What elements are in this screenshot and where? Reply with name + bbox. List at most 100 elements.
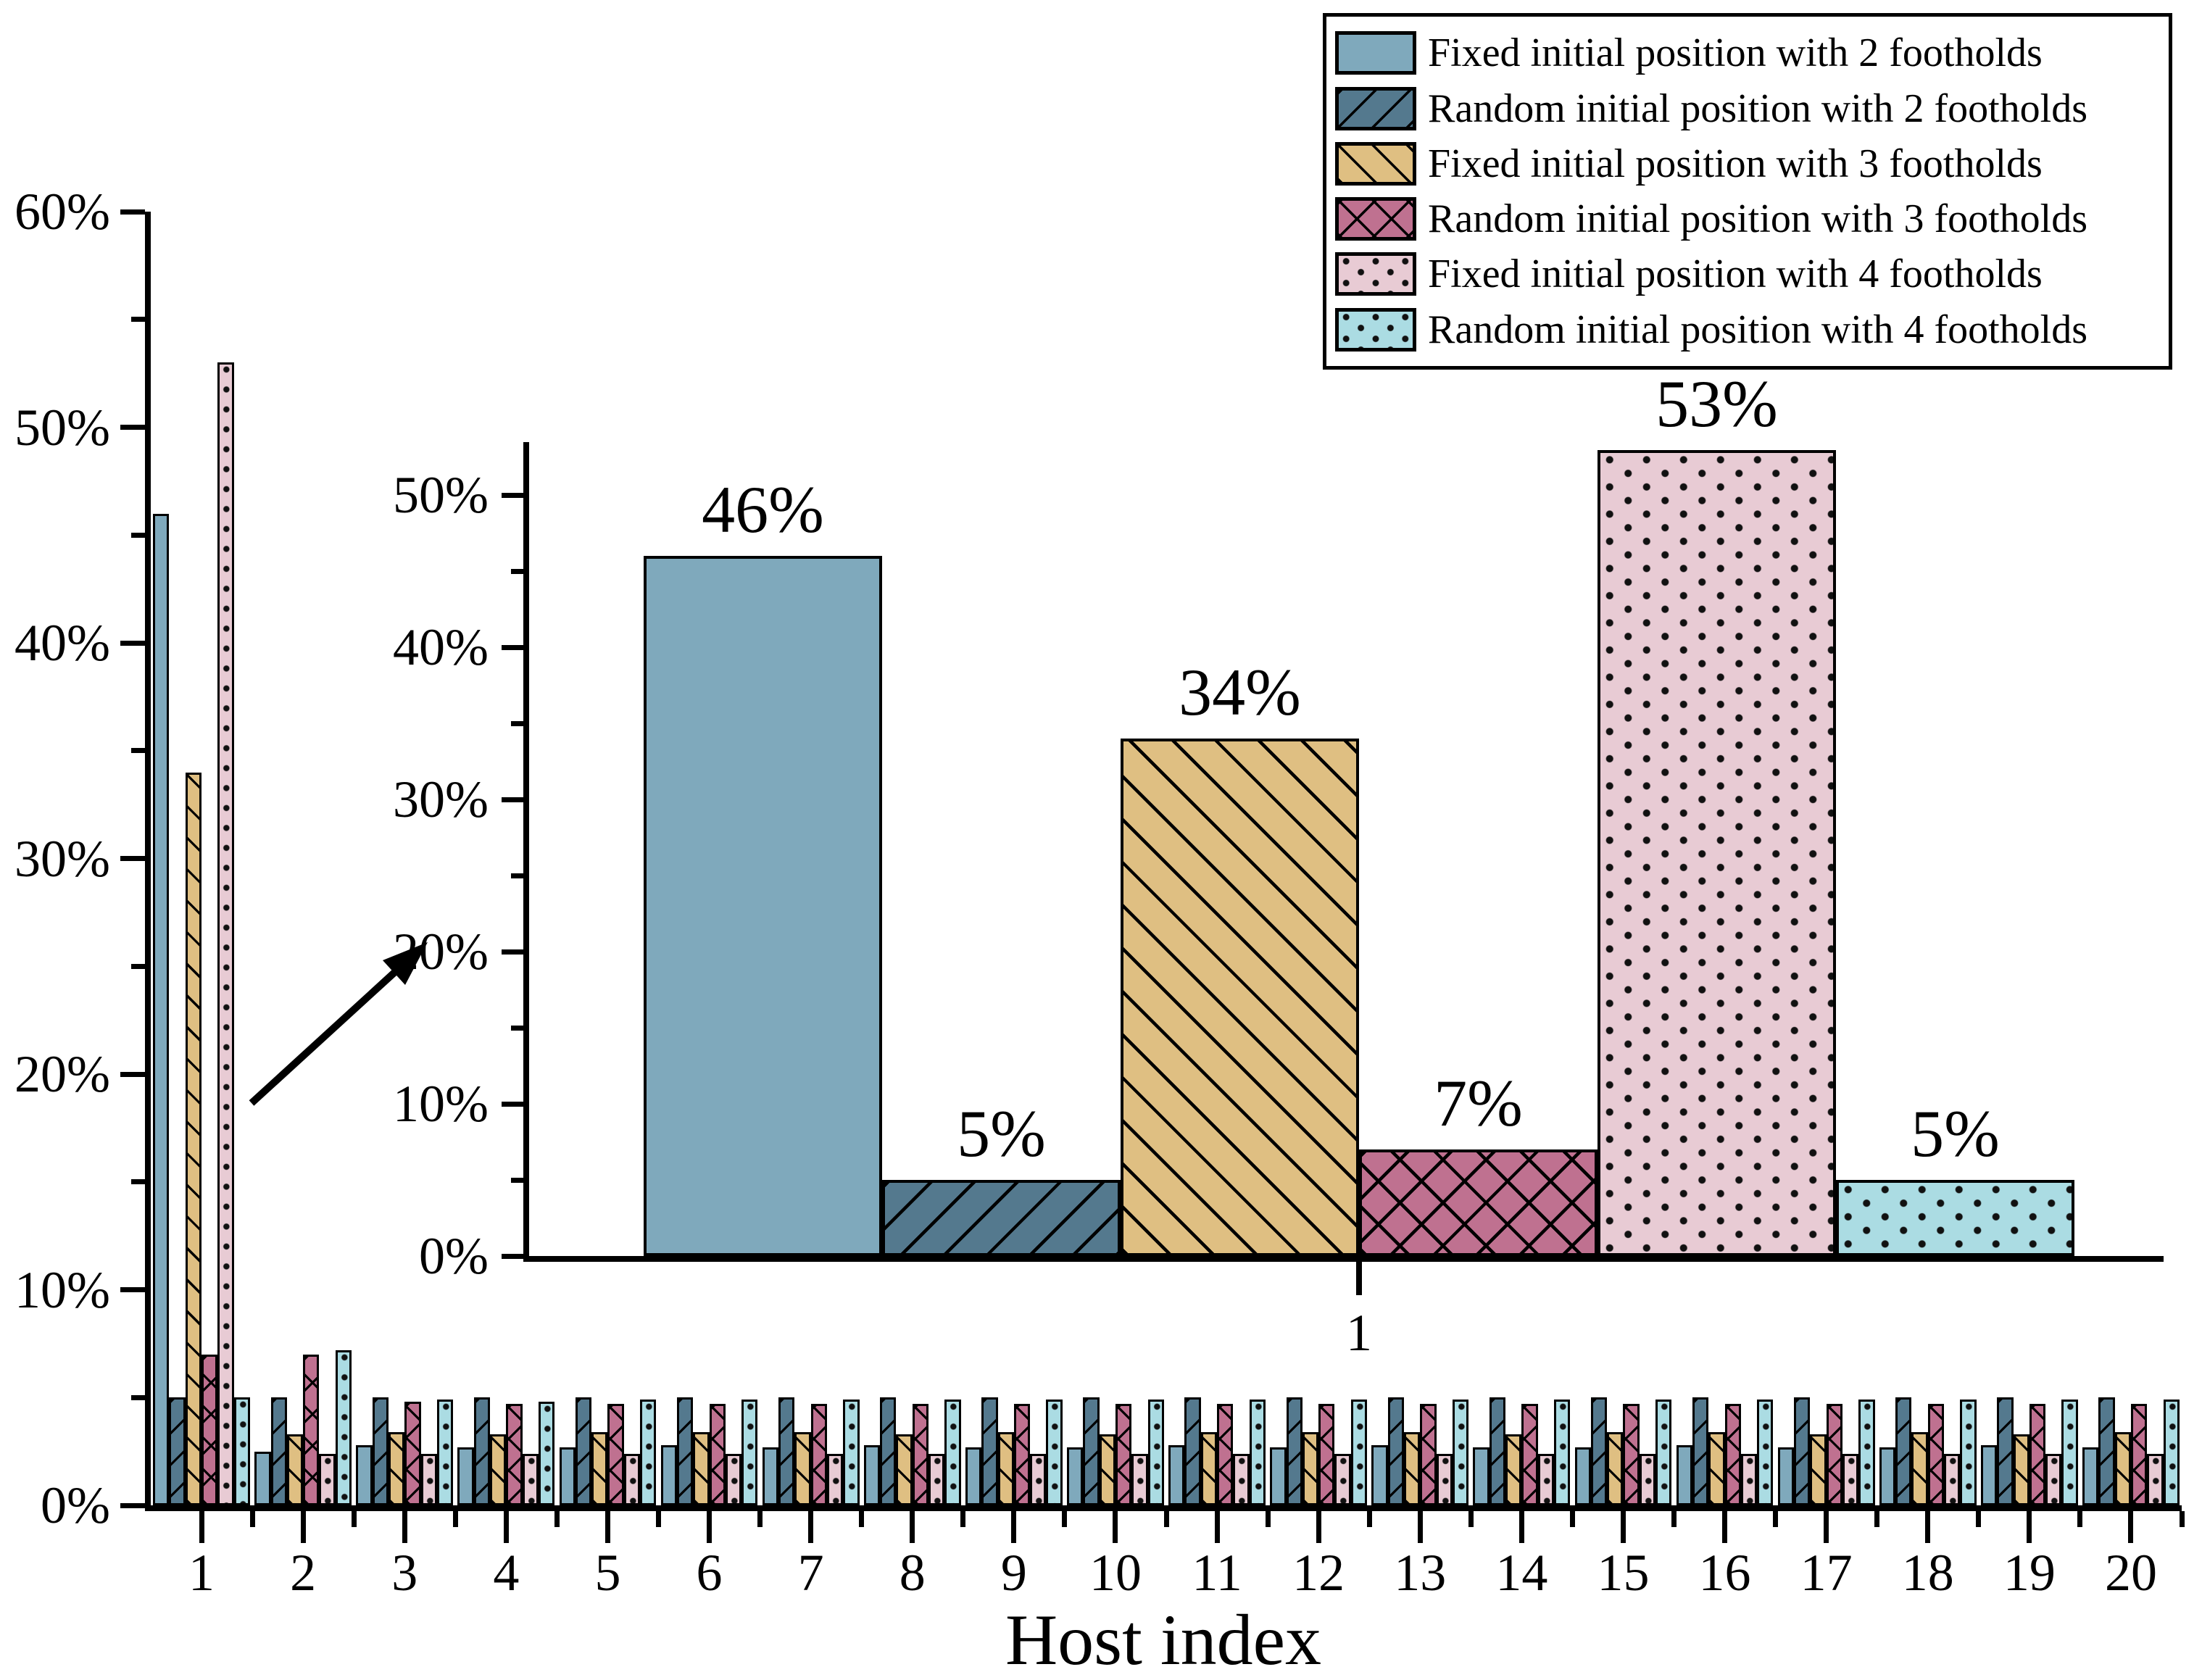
- x-major-tick: [604, 1511, 610, 1543]
- main-bar-random2-host13: [1387, 1397, 1404, 1505]
- inset-bar-random4: [1836, 1180, 2074, 1256]
- y-major-tick: [120, 1502, 145, 1508]
- y-minor-tick: [131, 1179, 145, 1185]
- x-major-tick: [1824, 1511, 1829, 1543]
- main-bar-fixed2-host19: [1980, 1444, 1998, 1505]
- main-bar-random3-host6: [709, 1404, 726, 1505]
- main-bar-random3-host3: [404, 1402, 421, 1505]
- inset-bar-random2: [882, 1180, 1121, 1256]
- x-minor-tick: [554, 1511, 560, 1527]
- random3-swatch-icon: [1335, 197, 1416, 241]
- legend-item: Fixed initial position with 4 footholds: [1335, 252, 2161, 296]
- x-major-tick: [1316, 1511, 1321, 1543]
- x-tick-label: 10: [1089, 1544, 1142, 1602]
- legend-item: Random initial position with 4 footholds: [1335, 307, 2161, 352]
- y-minor-tick: [511, 873, 523, 878]
- main-bar-random4-host10: [1147, 1400, 1164, 1505]
- main-bar-fixed3-host9: [997, 1431, 1014, 1505]
- x-minor-tick: [1773, 1511, 1779, 1527]
- main-bar-random3-host15: [1623, 1404, 1640, 1505]
- main-bar-fixed3-host7: [794, 1431, 811, 1505]
- main-bar-random2-host20: [2098, 1397, 2115, 1505]
- main-bar-random3-host7: [810, 1404, 827, 1505]
- x-tick-label: 9: [1000, 1544, 1027, 1602]
- random2-swatch-icon: [1335, 86, 1416, 130]
- legend-label: Fixed initial position with 4 footholds: [1428, 251, 2043, 297]
- x-major-tick: [2027, 1511, 2032, 1543]
- x-minor-tick: [452, 1511, 458, 1527]
- main-bar-fixed4-host18: [1944, 1453, 1961, 1505]
- main-bar-fixed2-host14: [1473, 1447, 1490, 1505]
- main-bar-fixed2-host3: [356, 1444, 373, 1505]
- x-major-tick: [1722, 1511, 1728, 1543]
- y-major-tick: [502, 492, 523, 498]
- main-bar-random3-host4: [506, 1404, 523, 1505]
- x-major-tick: [1113, 1511, 1118, 1543]
- y-tick-label: 40%: [393, 618, 489, 677]
- legend-label: Fixed initial position with 2 footholds: [1428, 30, 2043, 76]
- main-bar-fixed4-host12: [1334, 1453, 1351, 1505]
- legend: Fixed initial position with 2 footholds R…: [1323, 13, 2172, 370]
- y-tick-label: 40%: [14, 614, 110, 672]
- main-bar-random2-host19: [1997, 1397, 2014, 1505]
- main-bar-random3-host1: [201, 1354, 218, 1505]
- y-minor-tick: [131, 317, 145, 323]
- main-bar-random3-host12: [1318, 1404, 1335, 1505]
- x-tick-label: 12: [1292, 1544, 1345, 1602]
- main-bar-fixed4-host11: [1233, 1453, 1250, 1505]
- main-bar-random4-host4: [538, 1402, 555, 1505]
- main-bar-fixed2-host8: [863, 1444, 881, 1505]
- x-minor-tick: [1366, 1511, 1372, 1527]
- main-bar-fixed2-host18: [1879, 1447, 1896, 1505]
- zoom-arrow-icon: [249, 942, 428, 1106]
- main-bar-fixed4-host17: [1842, 1453, 1859, 1505]
- y-minor-tick: [131, 1394, 145, 1400]
- y-major-tick: [120, 425, 145, 430]
- main-bar-fixed4-host9: [1030, 1453, 1047, 1505]
- main-bar-fixed3-host13: [1403, 1431, 1421, 1505]
- main-bar-fixed3-host4: [490, 1434, 507, 1505]
- x-major-tick: [707, 1511, 712, 1543]
- x-minor-tick: [1468, 1511, 1474, 1527]
- x-tick-label: 4: [493, 1544, 520, 1602]
- main-bar-random3-host2: [303, 1354, 320, 1505]
- x-tick-label: 1: [188, 1544, 215, 1602]
- main-bar-fixed2-host15: [1574, 1447, 1591, 1505]
- main-bar-fixed4-host1: [217, 362, 234, 1505]
- main-bar-random3-host11: [1217, 1404, 1234, 1505]
- x-major-tick: [1518, 1511, 1524, 1543]
- main-bar-random4-host8: [944, 1400, 961, 1505]
- main-bar-random2-host16: [1692, 1397, 1709, 1505]
- main-bar-fixed2-host12: [1270, 1447, 1287, 1505]
- x-major-tick: [1620, 1511, 1626, 1543]
- main-bar-random4-host16: [1757, 1400, 1774, 1505]
- main-bar-random2-host8: [880, 1397, 897, 1505]
- main-bar-random2-host14: [1489, 1397, 1506, 1505]
- legend-label: Fixed initial position with 3 footholds: [1428, 141, 2043, 186]
- y-tick-label: 0%: [419, 1227, 489, 1285]
- main-bar-random3-host20: [2130, 1404, 2148, 1505]
- main-bar-fixed2-host2: [254, 1451, 271, 1505]
- x-major-tick: [199, 1511, 204, 1543]
- random4-swatch-icon: [1335, 307, 1416, 352]
- main-bar-fixed3-host19: [2013, 1434, 2029, 1505]
- legend-label: Random initial position with 2 footholds: [1428, 86, 2087, 131]
- main-bar-random3-host9: [1013, 1404, 1031, 1505]
- main-bar-random2-host12: [1286, 1397, 1302, 1505]
- main-bar-fixed4-host20: [2147, 1453, 2164, 1505]
- main-bar-random2-host11: [1184, 1397, 1201, 1505]
- y-major-tick: [502, 1101, 523, 1107]
- x-tick-label: 14: [1495, 1544, 1548, 1602]
- main-bar-random2-host6: [676, 1397, 694, 1505]
- legend-item: Fixed initial position with 3 footholds: [1335, 141, 2161, 186]
- main-bar-fixed2-host13: [1371, 1444, 1388, 1505]
- main-bar-fixed3-host5: [591, 1431, 608, 1505]
- x-minor-tick: [859, 1511, 865, 1527]
- y-tick-label: 60%: [14, 183, 110, 241]
- y-major-tick: [502, 797, 523, 802]
- main-bar-random4-host20: [2163, 1400, 2180, 1505]
- main-bar-fixed4-host13: [1436, 1453, 1453, 1505]
- main-bar-random4-host7: [843, 1400, 860, 1505]
- x-minor-tick: [1163, 1511, 1169, 1527]
- main-bar-random2-host7: [778, 1397, 795, 1505]
